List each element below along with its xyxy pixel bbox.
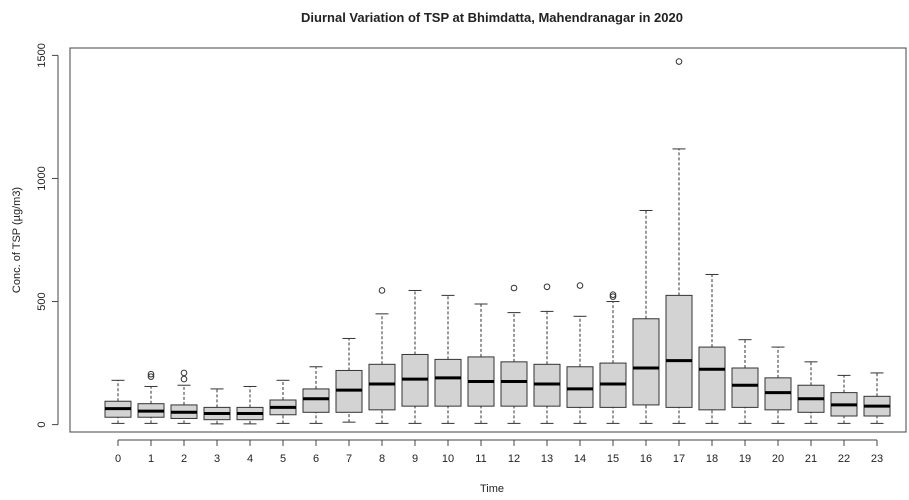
box-group [170, 369, 198, 424]
x-tick-label: 11 [475, 453, 486, 465]
box-group [203, 388, 231, 425]
x-tick-label: 21 [805, 453, 817, 465]
x-axis: 0 1 2 3 4 5 6 7 8 9 10 11 12 13 14 15 16 17 18 19 20 21 22 23 [115, 439, 883, 465]
box-group [302, 366, 330, 424]
boxes-layer [104, 58, 891, 425]
box-group [269, 379, 297, 424]
box-group [731, 339, 759, 424]
y-axis: 0 500 1000 1500 [36, 43, 59, 428]
x-tick-label: 10 [442, 453, 454, 465]
box-iqr [368, 363, 396, 411]
x-tick-label: 23 [871, 453, 883, 465]
box-iqr [698, 346, 726, 411]
box-group [467, 303, 495, 424]
box-group [665, 58, 693, 424]
x-tick-label: 3 [214, 453, 220, 465]
box-group [830, 374, 858, 424]
box-group [236, 385, 264, 425]
x-tick-label: 19 [739, 453, 751, 465]
x-tick-label: 6 [313, 453, 319, 465]
box-iqr [302, 388, 330, 413]
outlier-point [609, 293, 617, 300]
y-tick-label: 1000 [36, 166, 48, 190]
box-group [401, 289, 429, 424]
box-iqr [566, 366, 594, 408]
box-group [335, 337, 363, 423]
x-tick-label: 17 [673, 453, 685, 465]
box-iqr [500, 361, 528, 407]
x-tick-label: 7 [346, 453, 352, 465]
outlier-point [378, 287, 386, 294]
outlier-point [675, 58, 683, 65]
outlier-point [510, 284, 518, 292]
outlier-point [576, 282, 584, 289]
outlier-point [147, 370, 155, 378]
y-tick-label: 500 [36, 292, 48, 310]
x-tick-label: 12 [508, 453, 520, 465]
plot-frame [69, 47, 907, 433]
x-tick-label: 15 [607, 453, 619, 465]
outlier-point [147, 373, 155, 380]
outlier-point [180, 375, 188, 383]
x-tick-label: 16 [640, 453, 652, 465]
box-group [566, 282, 594, 424]
box-group [500, 284, 528, 424]
x-tick-label: 9 [412, 453, 418, 465]
x-tick-label: 18 [706, 453, 718, 465]
x-tick-label: 13 [541, 453, 553, 465]
x-tick-label: 5 [280, 453, 286, 465]
box-iqr [665, 294, 693, 408]
x-tick-label: 22 [838, 453, 850, 465]
box-group [599, 291, 627, 424]
box-iqr [731, 367, 759, 408]
y-axis-label: Conc. of TSP (µg/m3) [11, 187, 23, 293]
box-iqr [434, 358, 462, 407]
box-group [137, 370, 165, 424]
x-tick-label: 4 [247, 453, 253, 465]
y-tick-label: 1500 [36, 43, 48, 67]
outlier-point [609, 291, 617, 298]
box-iqr [632, 318, 660, 406]
outlier-point [180, 369, 188, 377]
x-tick-label: 1 [148, 453, 154, 465]
box-group [368, 287, 396, 424]
box-group [104, 379, 132, 424]
box-group [797, 361, 825, 424]
box-group [533, 283, 561, 424]
y-tick-label: 0 [36, 422, 48, 428]
x-tick-label: 8 [379, 453, 385, 465]
x-tick-label: 20 [772, 453, 784, 465]
x-tick-label: 2 [181, 453, 187, 465]
box-group [863, 372, 891, 424]
x-axis-label: Time [480, 483, 504, 495]
box-group [434, 294, 462, 424]
box-group [698, 273, 726, 424]
box-group [764, 346, 792, 424]
chart-title: Diurnal Variation of TSP at Bhimdatta, M… [301, 10, 683, 25]
outlier-point [543, 283, 551, 291]
x-tick-label: 0 [115, 453, 121, 465]
box-group [632, 209, 660, 424]
x-tick-label: 14 [574, 453, 586, 465]
